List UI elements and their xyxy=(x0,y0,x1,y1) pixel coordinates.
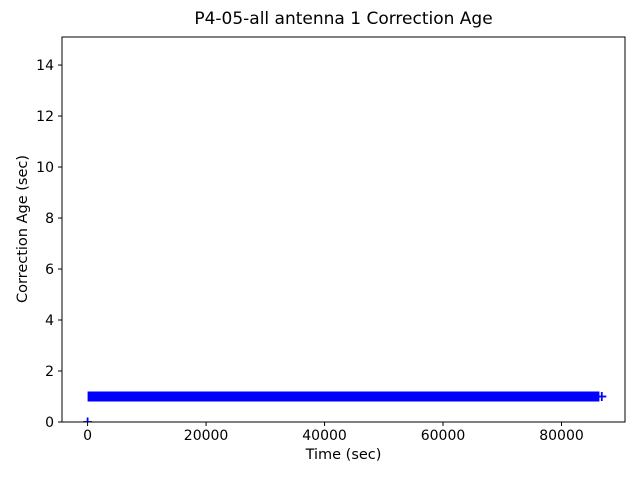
svg-text:2: 2 xyxy=(45,364,54,380)
x-axis-ticks xyxy=(87,422,562,426)
axes-spines xyxy=(61,36,626,423)
x-tick-labels: 0 20000 40000 60000 80000 xyxy=(83,428,584,444)
plus-marker xyxy=(597,392,607,402)
data-series-correction-age xyxy=(83,391,607,422)
y-tick-labels: 0 2 4 6 8 10 12 14 xyxy=(36,58,54,431)
chart-title: P4-05-all antenna 1 Correction Age xyxy=(194,9,493,29)
svg-text:6: 6 xyxy=(45,262,54,278)
y-axis-ticks xyxy=(58,64,62,423)
svg-text:60000: 60000 xyxy=(421,428,466,444)
svg-text:4: 4 xyxy=(45,313,54,329)
svg-text:8: 8 xyxy=(45,211,54,227)
svg-text:12: 12 xyxy=(36,109,54,125)
svg-text:0: 0 xyxy=(45,415,54,431)
svg-text:0: 0 xyxy=(83,428,92,444)
marker-band xyxy=(87,391,600,402)
svg-text:10: 10 xyxy=(36,160,54,176)
svg-text:40000: 40000 xyxy=(302,428,347,444)
svg-text:80000: 80000 xyxy=(539,428,584,444)
plus-marker xyxy=(83,417,93,422)
svg-text:20000: 20000 xyxy=(184,428,229,444)
svg-text:14: 14 xyxy=(36,58,54,74)
x-axis-label: Time (sec) xyxy=(305,447,382,463)
